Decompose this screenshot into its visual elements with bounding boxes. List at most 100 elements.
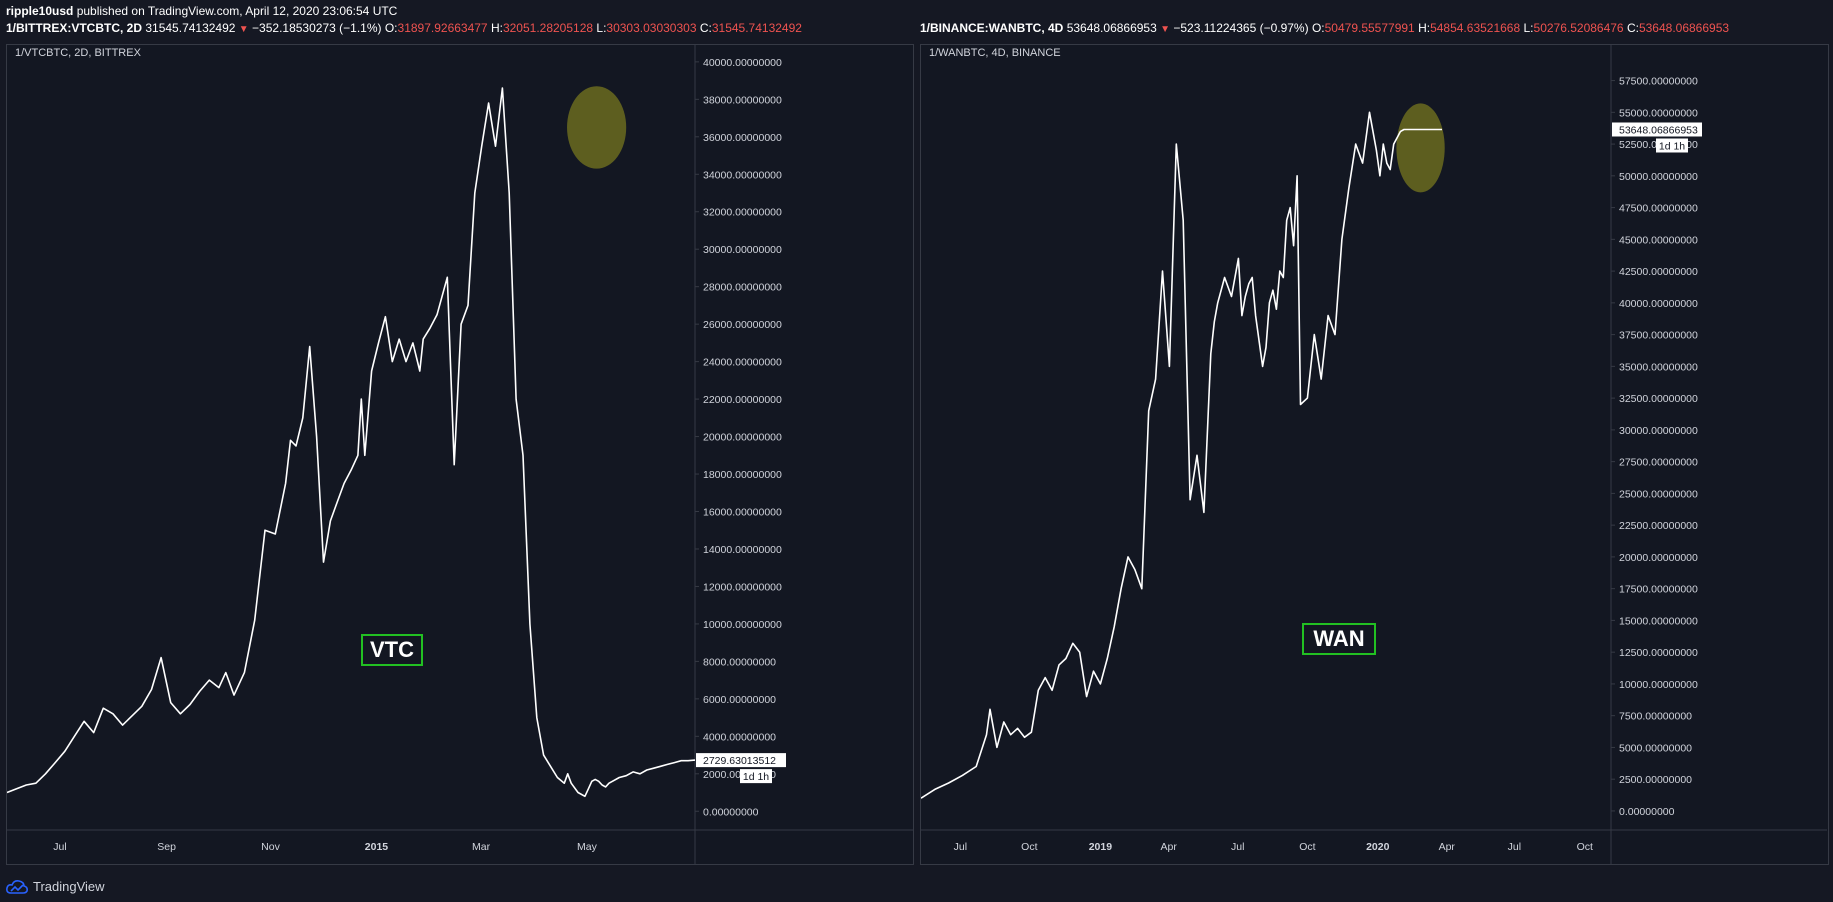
- x-tick-label: May: [577, 841, 598, 853]
- y-tick-label: 42500.00000000: [1619, 266, 1698, 278]
- low-value: 50276.52086476: [1533, 21, 1624, 35]
- y-tick-label: 20000.00000000: [1619, 552, 1698, 564]
- y-tick-label: 27500.00000000: [1619, 457, 1698, 469]
- annotation-box: [361, 634, 423, 666]
- y-tick-label: 2500.00000000: [1619, 774, 1692, 786]
- x-tick-label: 2019: [1089, 841, 1113, 853]
- y-tick-label: 10000.00000000: [703, 619, 782, 631]
- price-series-line: [920, 111, 1442, 799]
- y-tick-label: 6000.00000000: [703, 694, 776, 706]
- x-tick-label: 2020: [1366, 841, 1390, 853]
- countdown-tag: [1656, 138, 1688, 153]
- change-value: −352.18530273 (−1.1%): [252, 21, 382, 35]
- chart-title: 1/VTCBTC, 2D, BITTREX: [15, 47, 142, 59]
- open-value: 50479.55577991: [1324, 21, 1415, 35]
- highlight-ellipse: [567, 86, 627, 169]
- annotation-label-wan: WAN: [1313, 626, 1364, 651]
- y-tick-label: 38000.00000000: [703, 94, 782, 106]
- y-tick-label: 22500.00000000: [1619, 520, 1698, 532]
- y-tick-label: 55000.00000000: [1619, 107, 1698, 119]
- high-value: 32051.28205128: [502, 21, 594, 35]
- x-tick-label: Jul: [1508, 841, 1521, 853]
- x-tick-label: Apr: [1161, 841, 1178, 853]
- annotation-box: [1302, 623, 1376, 655]
- y-tick-label: 12000.00000000: [703, 581, 782, 593]
- x-tick-label: Jul: [1231, 841, 1244, 853]
- x-tick-label: Jul: [53, 841, 66, 853]
- x-tick-label: Mar: [472, 841, 491, 853]
- y-tick-label: 22000.00000000: [703, 394, 782, 406]
- y-tick-label: 25000.00000000: [1619, 488, 1698, 500]
- x-tick-label: 2015: [365, 841, 389, 853]
- last-price-tag: [696, 753, 786, 768]
- open-value: 31897.92663477: [397, 21, 488, 35]
- cloud-icon: [6, 879, 28, 894]
- close-value: 53648.06866953: [1638, 21, 1730, 35]
- last-price-tag: [1612, 122, 1702, 137]
- symbol-label[interactable]: 1/BITTREX:VTCBTC, 2D: [6, 21, 143, 35]
- y-tick-label: 14000.00000000: [703, 544, 782, 556]
- y-tick-label: 18000.00000000: [703, 469, 782, 481]
- high-label: H:: [490, 21, 503, 35]
- chart-panel-vtc[interactable]: 1/VTCBTC, 2D, BITTREX 0.00000000 2000.0000…: [6, 44, 914, 865]
- open-label: O:: [1311, 21, 1325, 35]
- publisher-user[interactable]: ripple10usd: [6, 4, 74, 18]
- chart-svg-vtc[interactable]: 1/VTCBTC, 2D, BITTREX0.000000002000.0000…: [6, 45, 913, 864]
- y-tick-label: 15000.00000000: [1619, 615, 1698, 627]
- last-price-tag-label: 53648.06866953: [1619, 124, 1698, 136]
- x-tick-label: Oct: [1577, 841, 1593, 853]
- header-right: 1/BINANCE:WANBTC, 4D 53648.06866953 ▼ −5…: [920, 21, 1729, 35]
- tradingview-logo[interactable]: TradingView: [6, 879, 105, 894]
- symbol-label[interactable]: 1/BINANCE:WANBTC, 4D: [920, 21, 1064, 35]
- y-tick-label: 28000.00000000: [703, 282, 782, 294]
- price-series-line: [6, 87, 696, 798]
- highlight-ellipse: [1396, 103, 1445, 193]
- x-tick-label: Nov: [261, 841, 280, 853]
- y-tick-label: 10000.00000000: [1619, 679, 1698, 691]
- y-tick-label: 17500.00000000: [1619, 584, 1698, 596]
- y-tick-label: 4000.00000000: [703, 731, 776, 743]
- y-tick-label: 47500.00000000: [1619, 203, 1698, 215]
- y-tick-label: 40000.00000000: [1619, 298, 1698, 310]
- y-tick-label: 37500.00000000: [1619, 330, 1698, 342]
- y-tick-label: 12500.00000000: [1619, 647, 1698, 659]
- y-tick-label: 20000.00000000: [703, 432, 782, 444]
- low-label: L:: [1523, 21, 1534, 35]
- low-value: 30303.03030303: [606, 21, 697, 35]
- header-left: 1/BITTREX:VTCBTC, 2D 31545.74132492 ▼ −3…: [6, 21, 802, 35]
- y-tick-label: 57500.00000000: [1619, 76, 1698, 88]
- open-label: O:: [384, 21, 398, 35]
- y-tick-label: 24000.00000000: [703, 357, 782, 369]
- countdown-tag: [740, 769, 772, 784]
- countdown-tag-label: 1d 1h: [1659, 140, 1685, 152]
- chart-title: 1/WANBTC, 4D, BINANCE: [929, 47, 1061, 59]
- y-tick-label: 16000.00000000: [703, 507, 782, 519]
- publisher-line: ripple10usd published on TradingView.com…: [6, 4, 397, 18]
- y-tick-label: 5000.00000000: [1619, 742, 1692, 754]
- chart-panel-wan[interactable]: 1/WANBTC, 4D, BINANCE 0.00000000 2500.0000…: [920, 44, 1829, 865]
- close-label: C:: [699, 21, 712, 35]
- footer-brand: TradingView: [33, 879, 105, 894]
- low-label: L:: [596, 21, 607, 35]
- close-label: C:: [1626, 21, 1639, 35]
- annotation-label-vtc: VTC: [370, 637, 414, 662]
- close-value: 31545.74132492: [711, 21, 802, 35]
- y-tick-label: 30000.00000000: [1619, 425, 1698, 437]
- last-price: 31545.74132492: [145, 21, 236, 35]
- y-tick-label: 50000.00000000: [1619, 171, 1698, 183]
- chart-svg-wan[interactable]: 1/WANBTC, 4D, BINANCE 0.00000000 2500.0000…: [920, 45, 1828, 864]
- down-arrow-icon: ▼: [238, 24, 249, 35]
- y-tick-label: 34000.00000000: [703, 169, 782, 181]
- y-tick-label: 35000.00000000: [1619, 361, 1698, 373]
- high-value: 54854.63521668: [1430, 21, 1521, 35]
- x-tick-label: Oct: [1299, 841, 1315, 853]
- y-tick-label: 0.00000000: [703, 806, 759, 818]
- y-tick-label: 7500.00000000: [1619, 711, 1692, 723]
- y-tick-label: 32500.00000000: [1619, 393, 1698, 405]
- x-tick-label: Apr: [1439, 841, 1456, 853]
- x-tick-label: Oct: [1021, 841, 1037, 853]
- y-tick-label: 0.00000000: [1619, 806, 1675, 818]
- last-price: 53648.06866953: [1066, 21, 1157, 35]
- x-tick-label: Sep: [157, 841, 176, 853]
- countdown-tag-label: 1d 1h: [743, 771, 769, 783]
